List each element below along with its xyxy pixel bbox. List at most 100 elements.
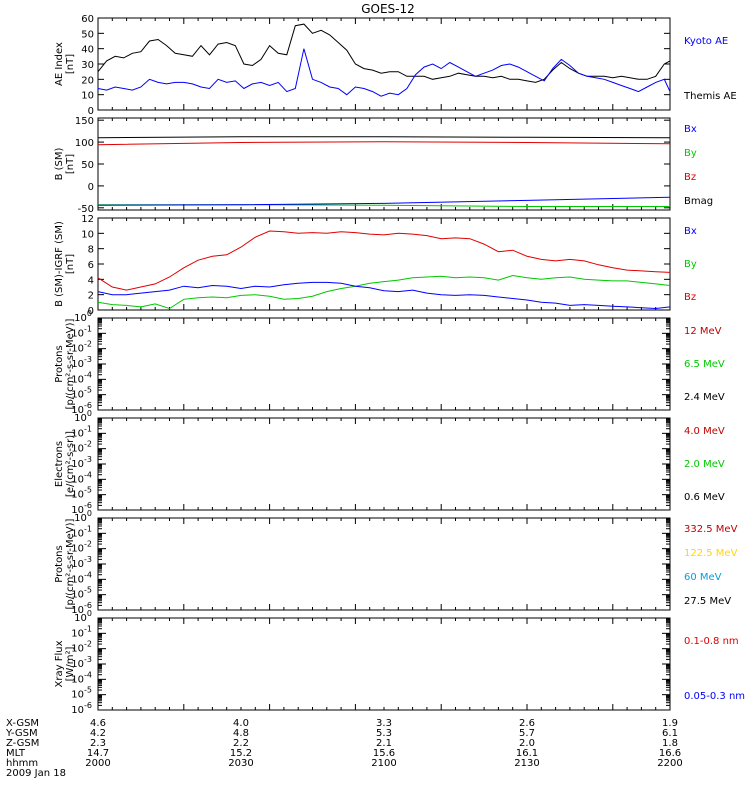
axis-row-value: 16.1 bbox=[516, 748, 538, 759]
axis-row-value: 3.3 bbox=[376, 718, 392, 729]
legend-entry: 0.6 MeV bbox=[684, 492, 725, 503]
legend-entry: 4.0 MeV bbox=[684, 426, 725, 437]
y-tick-label: 30 bbox=[81, 60, 94, 71]
legend-entry: 0.05-0.3 nm bbox=[684, 691, 745, 702]
axis-row-label: X-GSM bbox=[6, 718, 39, 729]
y-tick-label: 10-6 bbox=[71, 701, 92, 716]
y-tick-label: 10-1 bbox=[71, 624, 92, 639]
y-tick-label: 50 bbox=[81, 29, 94, 40]
y-tick-label: 0 bbox=[88, 182, 94, 193]
axis-row-value: 1.9 bbox=[662, 718, 678, 729]
series-line-bz bbox=[97, 141, 671, 146]
panel-4: 10010-110-210-310-410-510-6Protons[p/(cm… bbox=[54, 309, 725, 416]
axis-row-value: 1.8 bbox=[662, 738, 678, 749]
axis-row-label: hhmm bbox=[6, 758, 38, 769]
y-tick-label: 100 bbox=[74, 309, 92, 324]
series-line-by bbox=[97, 274, 671, 310]
y-axis-label: B (SM)-IGRF (SM)[nT] bbox=[54, 221, 76, 307]
series-line-bx bbox=[97, 196, 671, 206]
axis-row-value: 4.8 bbox=[233, 728, 249, 739]
axis-row-value: 4.2 bbox=[90, 728, 106, 739]
legend-entry: 0.1-0.8 nm bbox=[684, 636, 739, 647]
series-line-themis-ae bbox=[97, 23, 671, 83]
panel-1: 0 10 20 30 40 50 60 AE Index[nT] Kyoto AE Themis … bbox=[54, 14, 737, 117]
y-tick-label: 100 bbox=[75, 138, 94, 149]
legend-entry: By bbox=[684, 148, 697, 159]
panel-5: 10010-110-210-310-410-510-6Electrons[e/(… bbox=[54, 409, 725, 516]
axis-row-value: 2.3 bbox=[90, 738, 106, 749]
axis-row-value: 15.2 bbox=[230, 748, 252, 759]
panel-frame bbox=[97, 117, 671, 211]
axis-row-value: 15.6 bbox=[373, 748, 395, 759]
y-tick-label: 50 bbox=[81, 160, 94, 171]
legend-entry: Bz bbox=[684, 292, 696, 303]
panel-frame bbox=[97, 417, 671, 511]
series-line-bmag bbox=[97, 136, 671, 139]
legend-entry: Bx bbox=[684, 226, 697, 237]
axis-row-label: MLT bbox=[6, 748, 26, 759]
axis-row-value: 2.2 bbox=[233, 738, 249, 749]
legend-entry: Bz bbox=[684, 172, 696, 183]
panel-6: 10010-110-210-310-410-510-6Protons[p/(cm… bbox=[54, 509, 738, 616]
legend-entry: 27.5 MeV bbox=[684, 596, 731, 607]
y-tick-label: 150 bbox=[75, 116, 94, 127]
series-line-bx bbox=[97, 281, 671, 310]
y-tick-label: 60 bbox=[81, 14, 94, 25]
axis-row-value: 5.3 bbox=[376, 728, 392, 739]
axis-row-value: 6.1 bbox=[662, 728, 678, 739]
series-line-bz bbox=[97, 230, 671, 291]
axis-row-value: 2100 bbox=[371, 758, 396, 769]
y-tick-label: 12 bbox=[81, 214, 94, 225]
axis-row-value: 2.0 bbox=[519, 738, 535, 749]
date-label: 2009 Jan 18 bbox=[6, 768, 66, 779]
y-axis-label: AE Index[nT] bbox=[54, 42, 76, 86]
axis-row-value: 2200 bbox=[657, 758, 682, 769]
legend-entry: 2.4 MeV bbox=[684, 392, 725, 403]
axis-row-value: 2.6 bbox=[519, 718, 535, 729]
panel-frame bbox=[97, 517, 671, 611]
panel-frame bbox=[97, 617, 671, 711]
legend-entry: 60 MeV bbox=[684, 572, 722, 583]
y-tick-label: 10-5 bbox=[71, 686, 92, 701]
legend-entry: 122.5 MeV bbox=[684, 548, 738, 559]
y-axis-label: Electrons[e/(cm²-s-sr)] bbox=[54, 431, 76, 497]
y-axis-label: Protons[p/(cm²-s-sr-MeV)] bbox=[54, 318, 76, 409]
axis-row-value: 5.7 bbox=[519, 728, 535, 739]
panel-frame bbox=[97, 317, 671, 411]
plot-title: GOES-12 bbox=[361, 2, 415, 16]
legend-entry: 6.5 MeV bbox=[684, 359, 725, 370]
y-axis-label: Xray Flux[W/m²] bbox=[54, 640, 76, 687]
y-tick-label: 2 bbox=[88, 291, 94, 302]
y-axis-label: B (SM)[nT] bbox=[54, 147, 76, 180]
axis-row-value: 2.1 bbox=[376, 738, 392, 749]
legend-entry: Kyoto AE bbox=[684, 36, 728, 47]
legend-entry: By bbox=[684, 259, 697, 270]
panel-2: -50 0 50 100 150 B (SM)[nT] Bx By Bz Bmag bbox=[54, 116, 713, 215]
y-tick-label: 6 bbox=[88, 260, 94, 271]
legend-entry: Bx bbox=[684, 124, 697, 135]
panel-frame bbox=[97, 17, 671, 111]
legend-entry: 12 MeV bbox=[684, 326, 722, 337]
legend-entry: 332.5 MeV bbox=[684, 524, 738, 535]
y-tick-label: 10 bbox=[81, 229, 94, 240]
axis-row-value: 4.0 bbox=[233, 718, 249, 729]
y-tick-label: 8 bbox=[88, 245, 94, 256]
axis-row-value: 4.6 bbox=[90, 718, 106, 729]
y-tick-label: 0 bbox=[88, 106, 94, 117]
panel-frame bbox=[97, 217, 671, 311]
axis-row-value: 2130 bbox=[514, 758, 539, 769]
panel-3: 0 2 4 6 8 10 12 B (SM)-IGRF (SM)[nT] Bx By Bz bbox=[54, 214, 697, 317]
y-tick-label: -50 bbox=[78, 204, 94, 215]
y-axis-label: Protons[p/(cm²-s-sr-MeV)] bbox=[54, 518, 76, 609]
axis-row-value: 2000 bbox=[85, 758, 110, 769]
axis-row-label: Y-GSM bbox=[5, 728, 38, 739]
y-tick-label: 20 bbox=[81, 75, 94, 86]
y-tick-label: 0 bbox=[88, 306, 94, 317]
legend-entry: Bmag bbox=[684, 196, 713, 207]
axis-row-label: Z-GSM bbox=[6, 738, 39, 749]
y-tick-label: 10 bbox=[81, 91, 94, 102]
axis-row-value: 2030 bbox=[228, 758, 253, 769]
